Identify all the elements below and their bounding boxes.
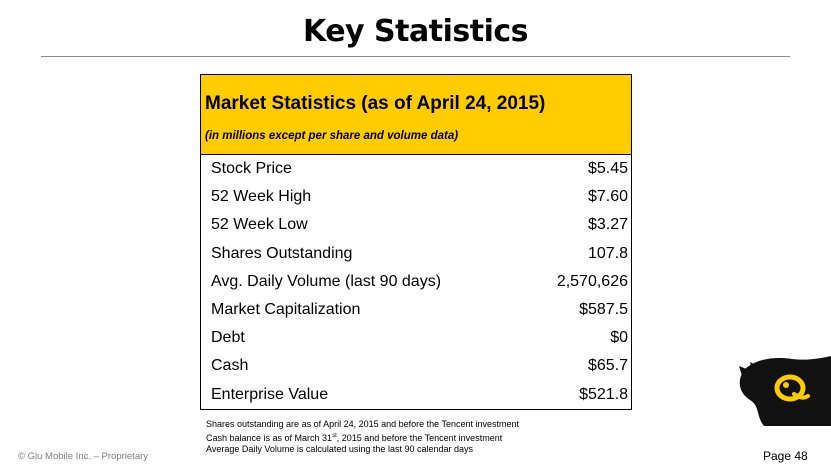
row-value: $7.60 bbox=[587, 188, 628, 206]
table-row: 52 Week High $7.60 bbox=[201, 183, 631, 211]
footnote-cash-text-end: , 2015 and before the Tencent investment bbox=[336, 432, 503, 443]
row-label: Shares Outstanding bbox=[211, 244, 353, 262]
table-header: Market Statistics (as of April 24, 2015)… bbox=[201, 75, 631, 155]
footnote-cash-text: Cash balance is as of March 31 bbox=[206, 432, 333, 443]
row-label: Cash bbox=[211, 357, 249, 375]
table-row: Shares Outstanding 107.8 bbox=[201, 240, 631, 268]
footnotes: Shares outstanding are as of April 24, 2… bbox=[206, 419, 519, 456]
table-row: Market Capitalization $587.5 bbox=[201, 296, 631, 324]
row-value: $0 bbox=[610, 329, 628, 347]
footnote-volume: Average Daily Volume is calculated using… bbox=[206, 444, 473, 454]
table-body: Stock Price $5.45 52 Week High $7.60 52 … bbox=[201, 155, 631, 409]
row-value: $3.27 bbox=[587, 216, 628, 234]
row-value: $5.45 bbox=[587, 160, 628, 178]
footnote-shares: Shares outstanding are as of April 24, 2… bbox=[206, 419, 520, 429]
market-statistics-table: Market Statistics (as of April 24, 2015)… bbox=[200, 74, 632, 410]
table-row: Enterprise Value $521.8 bbox=[201, 381, 631, 409]
row-value: $587.5 bbox=[579, 301, 628, 319]
row-label: 52 Week Low bbox=[211, 216, 308, 234]
table-title: Market Statistics (as of April 24, 2015) bbox=[205, 93, 546, 114]
page-number: Page 48 bbox=[763, 449, 808, 463]
glu-logo-icon bbox=[739, 356, 831, 426]
row-label: 52 Week High bbox=[211, 188, 312, 206]
row-value: 107.8 bbox=[587, 244, 628, 262]
table-subtitle: (in millions except per share and volume… bbox=[205, 130, 459, 142]
table-row: Cash $65.7 bbox=[201, 352, 631, 380]
row-label: Debt bbox=[211, 329, 245, 347]
row-label: Stock Price bbox=[211, 160, 292, 178]
table-row: Stock Price $5.45 bbox=[201, 155, 631, 183]
row-label: Enterprise Value bbox=[211, 385, 329, 403]
row-label: Market Capitalization bbox=[211, 301, 361, 319]
table-row: 52 Week Low $3.27 bbox=[201, 211, 631, 239]
title-divider bbox=[41, 56, 790, 57]
row-value: 2,570,626 bbox=[556, 272, 628, 290]
footnote-cash: Cash balance is as of March 31st, 2015 a… bbox=[206, 431, 519, 445]
copyright-text: © Glu Mobile Inc. – Proprietary bbox=[18, 451, 149, 462]
row-label: Avg. Daily Volume (last 90 days) bbox=[211, 272, 442, 290]
table-row: Avg. Daily Volume (last 90 days) 2,570,6… bbox=[201, 268, 631, 296]
table-row: Debt $0 bbox=[201, 324, 631, 352]
row-value: $65.7 bbox=[587, 357, 628, 375]
slide-title: Key Statistics bbox=[302, 14, 529, 49]
row-value: $521.8 bbox=[579, 385, 628, 403]
footnote-cash-sup: st bbox=[332, 432, 337, 439]
